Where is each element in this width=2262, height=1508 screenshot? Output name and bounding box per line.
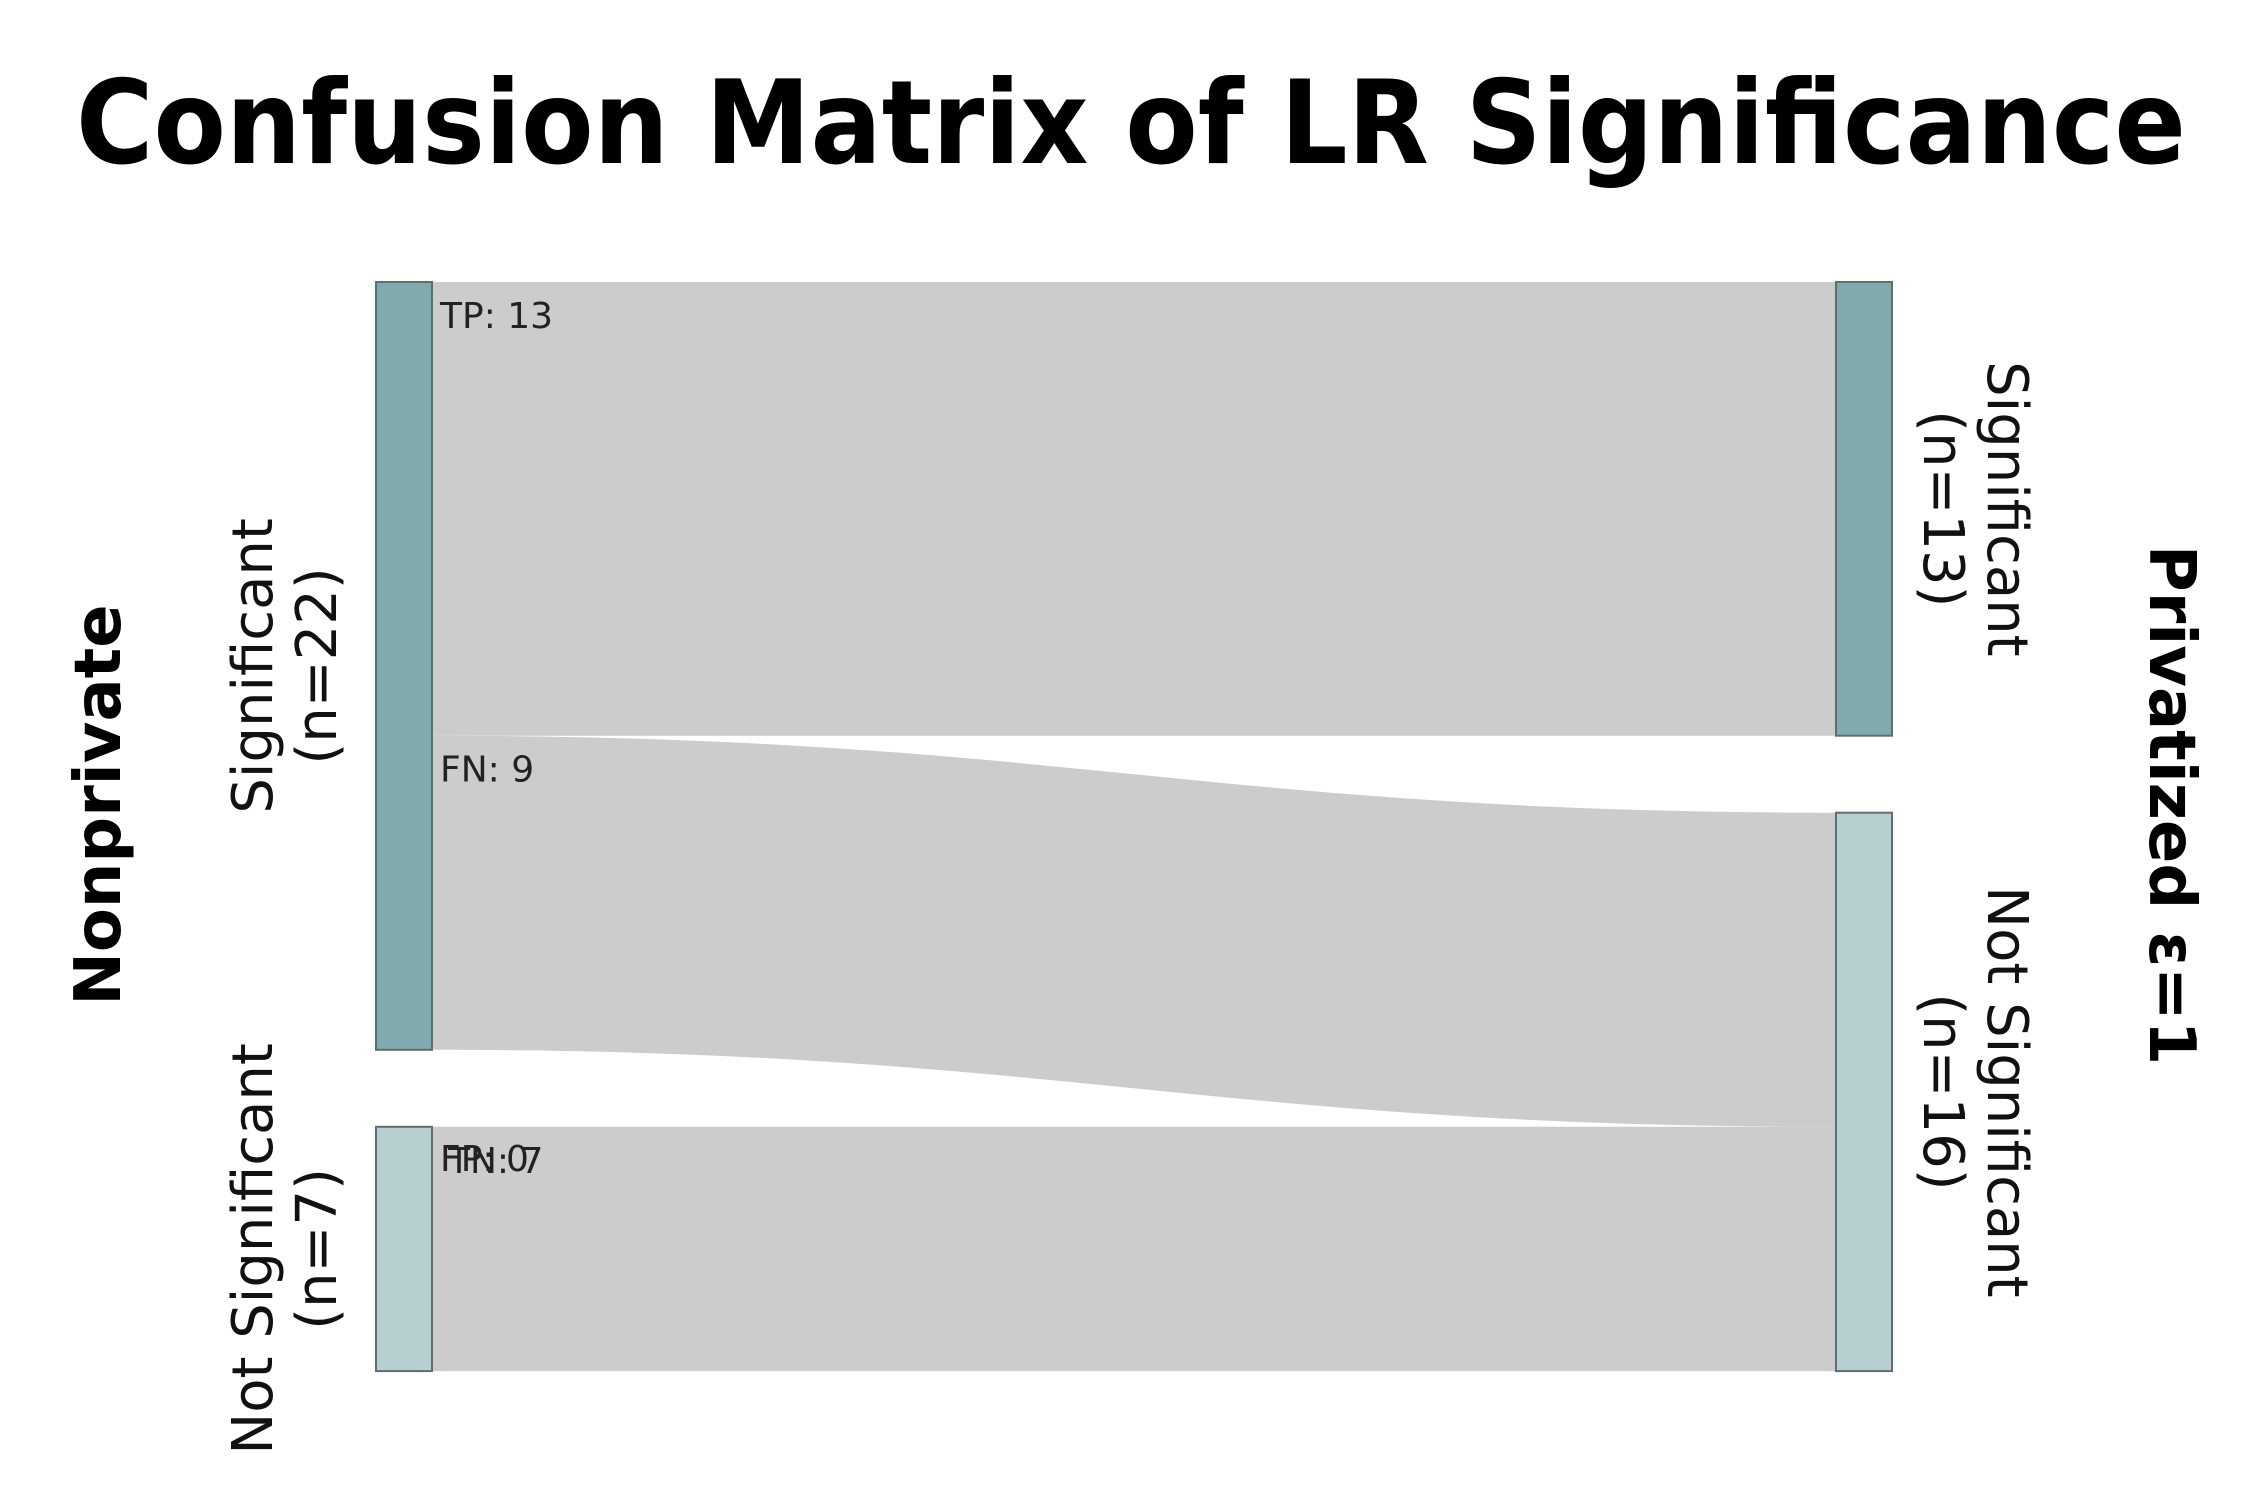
right-node-label-not-significant: Not Significant(n=16): [1910, 886, 2039, 1297]
flow-labels-group: TP: 13 FN: 9 FP: 0TN: 7: [439, 296, 553, 1182]
flow-fn: [432, 735, 1836, 1127]
left-node-significant: [375, 281, 433, 1051]
node-labels-group: Significant(n=22) Not Significant(n=7) Sig…: [221, 361, 2039, 1455]
flow-label-tn: TN: 7: [447, 1141, 543, 1182]
right-axis-title: Privatized ε=1: [2134, 545, 2208, 1065]
flow-tp: [432, 282, 1836, 736]
flow-label-fp: FP: 0: [440, 1139, 529, 1180]
right-node-not-significant: [1835, 811, 1893, 1373]
left-node-label-significant: Significant(n=22): [221, 518, 350, 814]
flow-tn: [432, 1126, 1836, 1372]
left-node-label-not-significant: Not Significant(n=7): [221, 1043, 350, 1454]
flow-label-fn: FN: 9: [440, 750, 534, 791]
left-axis-title: Nonprivate: [62, 604, 136, 1005]
nodes-group: [375, 281, 1893, 1373]
flows-group: [432, 282, 1836, 1372]
left-node-not-significant: [375, 1125, 433, 1373]
chart-title: Confusion Matrix of LR Significance: [76, 56, 2186, 191]
right-node-significant: [1835, 281, 1893, 737]
right-node-label-significant: Significant(n=13): [1910, 361, 2039, 657]
flow-label-tp: TP: 13: [439, 296, 553, 337]
